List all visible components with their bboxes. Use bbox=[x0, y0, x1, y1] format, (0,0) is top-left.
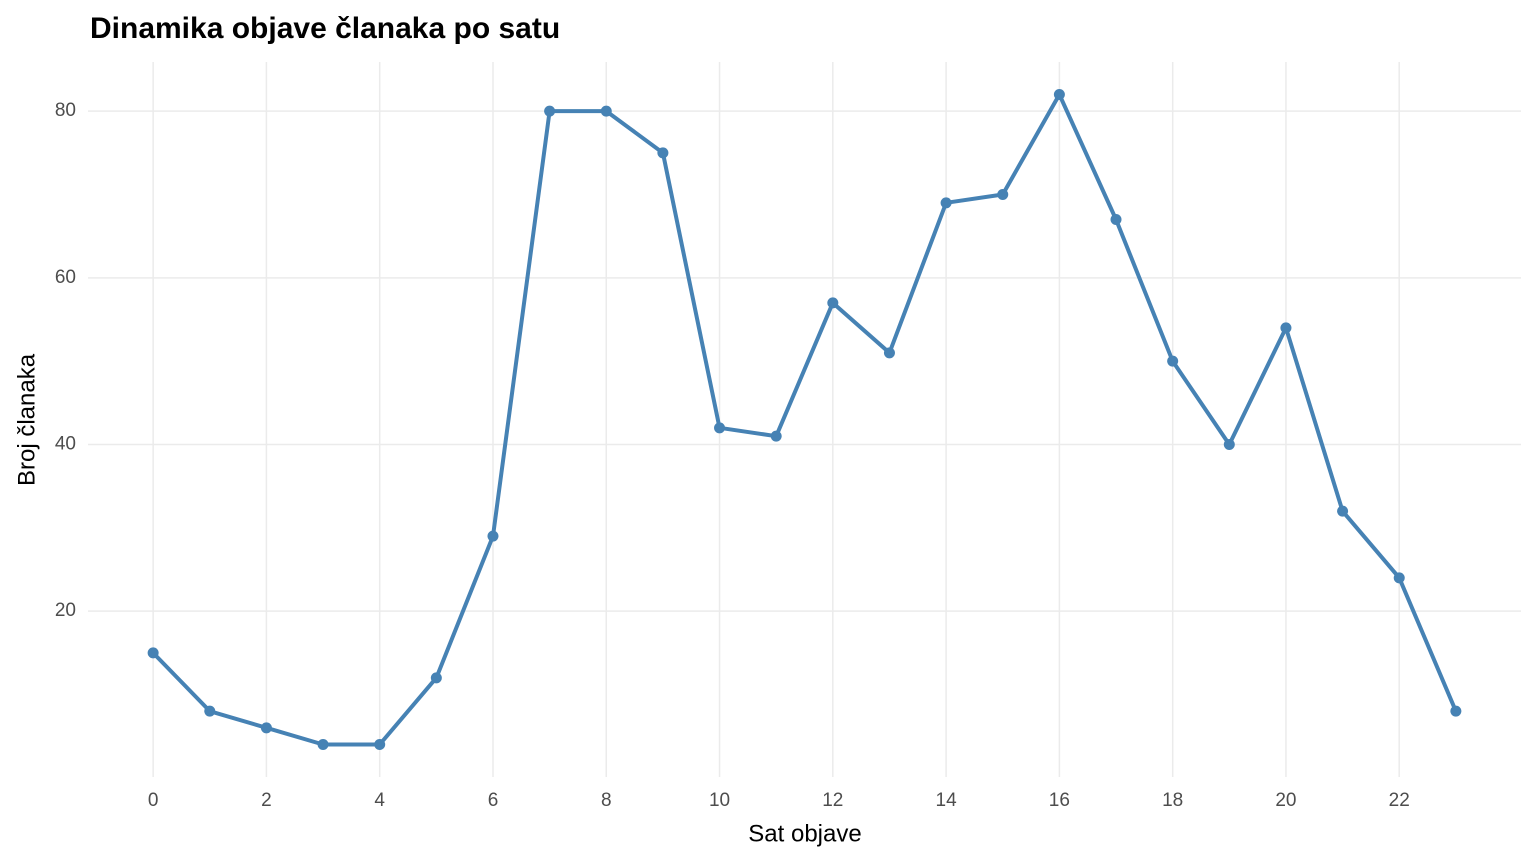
point bbox=[600, 105, 612, 117]
x-tick-label: 4 bbox=[374, 790, 385, 811]
point bbox=[204, 705, 216, 717]
point bbox=[657, 147, 669, 159]
y-axis-title: Broj članaka bbox=[13, 353, 40, 486]
point bbox=[997, 189, 1009, 200]
y-tick-label: 80 bbox=[55, 100, 76, 121]
x-tick-label: 2 bbox=[261, 790, 272, 811]
point bbox=[544, 105, 556, 117]
point bbox=[1337, 505, 1349, 517]
point bbox=[1110, 214, 1122, 225]
point bbox=[1280, 322, 1292, 334]
point bbox=[770, 430, 782, 442]
x-tick-label: 0 bbox=[148, 790, 159, 811]
point bbox=[1223, 439, 1235, 450]
chart-title: Dinamika objave članaka po satu bbox=[90, 12, 560, 45]
point bbox=[374, 739, 386, 750]
point bbox=[827, 297, 839, 309]
point bbox=[883, 347, 895, 359]
x-tick-label: 20 bbox=[1275, 790, 1296, 811]
y-tick-label: 40 bbox=[55, 434, 76, 455]
line bbox=[151, 92, 1458, 747]
y-tick-label: 60 bbox=[55, 267, 76, 288]
x-tick-label: 8 bbox=[601, 790, 612, 811]
x-axis-title: Sat objave bbox=[748, 820, 861, 847]
x-tick-label: 16 bbox=[1049, 790, 1070, 811]
point bbox=[1053, 89, 1065, 100]
x-tick-label: 14 bbox=[936, 790, 958, 811]
point bbox=[714, 422, 726, 434]
point bbox=[1393, 572, 1405, 584]
point bbox=[147, 647, 159, 659]
point bbox=[430, 672, 442, 684]
point bbox=[260, 722, 272, 734]
x-tick-label: 10 bbox=[709, 790, 730, 811]
point bbox=[487, 530, 499, 542]
x-tick-label: 6 bbox=[488, 790, 499, 811]
point bbox=[1167, 355, 1179, 367]
x-tick-label: 12 bbox=[822, 790, 843, 811]
point bbox=[940, 197, 952, 209]
point bbox=[317, 739, 329, 750]
x-tick-label: 22 bbox=[1389, 790, 1410, 811]
point bbox=[1450, 705, 1462, 717]
x-tick-label: 18 bbox=[1162, 790, 1183, 811]
y-tick-label: 20 bbox=[55, 600, 76, 621]
